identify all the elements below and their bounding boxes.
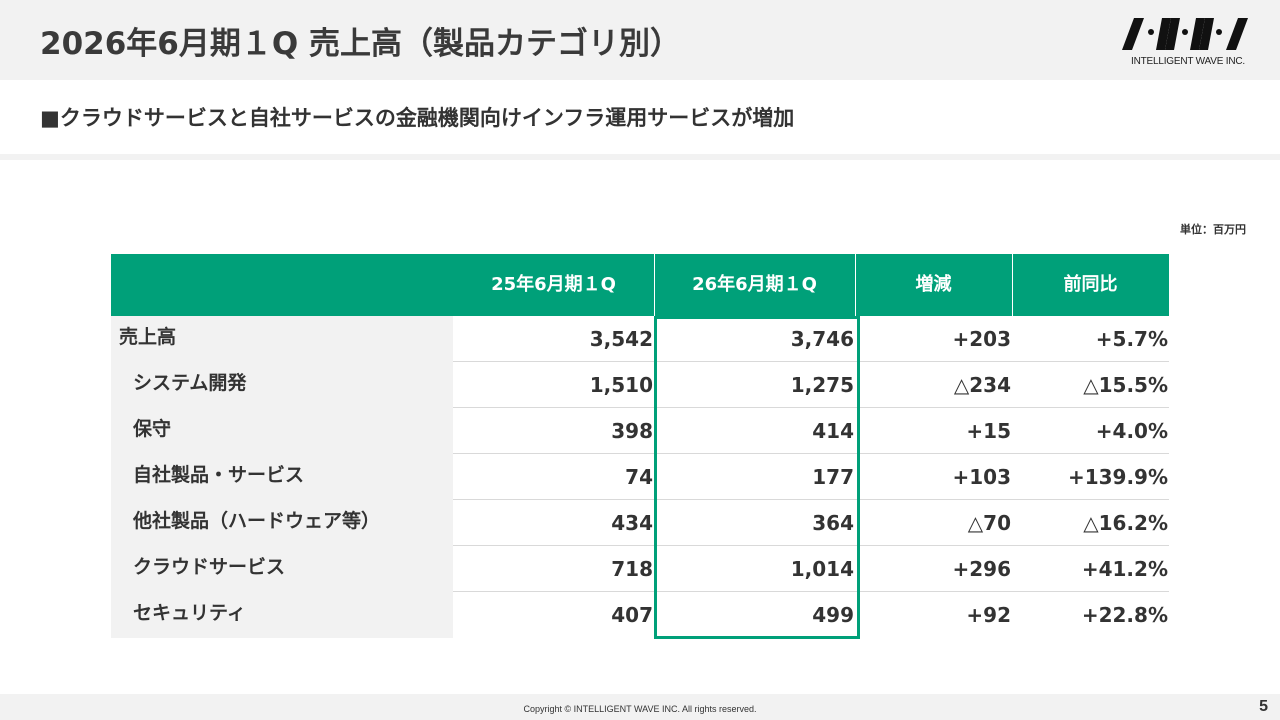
value-ratio: +4.0% (1095, 419, 1168, 443)
table-row: 他社製品（ハードウェア等） 434 364 △70 △16.2% (111, 500, 1169, 546)
page-title: 2026年6月期１Q 売上高（製品カテゴリ別） (40, 26, 681, 62)
value-curr: 3,746 (790, 327, 854, 351)
iwi-logo-icon (1122, 18, 1248, 50)
value-diff: +296 (952, 557, 1011, 581)
row-label: 他社製品（ハードウェア等） (133, 510, 381, 532)
column-header-prev: 25年6月期１Q (491, 274, 616, 295)
table-row: 保守 398 414 +15 +4.0% (111, 408, 1169, 454)
row-label-cell (111, 592, 453, 638)
value-diff: △70 (967, 511, 1011, 535)
value-curr: 1,014 (790, 557, 854, 581)
subtitle: ■クラウドサービスと自社サービスの金融機関向けインフラ運用サービスが増加 (40, 106, 795, 130)
value-diff: +92 (966, 603, 1011, 627)
value-prev: 407 (611, 603, 653, 627)
value-ratio: +41.2% (1081, 557, 1168, 581)
table-row: システム開発 1,510 1,275 △234 △15.5% (111, 362, 1169, 408)
value-prev: 74 (625, 465, 653, 489)
header-divider (654, 254, 655, 316)
value-ratio: △16.2% (1083, 511, 1168, 535)
row-label-cell (111, 408, 453, 454)
value-prev: 3,542 (589, 327, 653, 351)
value-diff: +103 (952, 465, 1011, 489)
table-header (111, 254, 1169, 316)
footer-band (0, 694, 1280, 720)
value-ratio: +5.7% (1095, 327, 1168, 351)
header-band (0, 0, 1280, 80)
page-number: 5 (1259, 698, 1268, 715)
unit-label: 単位：百万円 (1180, 223, 1246, 236)
value-prev: 398 (611, 419, 653, 443)
table-row: セキュリティ 407 499 +92 +22.8% (111, 592, 1169, 638)
current-period-highlight (654, 316, 860, 639)
column-header-diff: 増減 (915, 274, 952, 295)
value-diff: +15 (966, 419, 1011, 443)
value-curr: 499 (812, 603, 854, 627)
value-prev: 718 (611, 557, 653, 581)
value-curr: 177 (812, 465, 854, 489)
value-curr: 1,275 (790, 373, 854, 397)
table-row: 売上高 3,542 3,746 +203 +5.7% (111, 316, 1169, 362)
row-label: セキュリティ (133, 602, 246, 624)
value-prev: 1,510 (589, 373, 653, 397)
copyright-text: Copyright © INTELLIGENT WAVE INC. All ri… (523, 704, 757, 714)
value-diff: △234 (953, 373, 1011, 397)
logo-wordmark: INTELLIGENT WAVE INC. (1131, 56, 1245, 67)
row-label-cell (111, 454, 453, 500)
row-label-cell (111, 362, 453, 408)
row-label: システム開発 (133, 372, 247, 394)
column-header-curr: 26年6月期１Q (692, 274, 817, 295)
company-logo: INTELLIGENT WAVE INC. (1118, 12, 1258, 72)
value-curr: 364 (812, 511, 854, 535)
value-curr: 414 (812, 419, 854, 443)
row-label: 自社製品・サービス (133, 464, 305, 486)
column-header-ratio: 前同比 (1063, 274, 1118, 295)
value-prev: 434 (611, 511, 653, 535)
value-ratio: +139.9% (1067, 465, 1168, 489)
value-diff: +203 (952, 327, 1011, 351)
value-ratio: △15.5% (1083, 373, 1168, 397)
row-label-cell (111, 316, 453, 362)
row-label-cell (111, 500, 453, 546)
table-row: 自社製品・サービス 74 177 +103 +139.9% (111, 454, 1169, 500)
row-label: 売上高 (119, 326, 177, 348)
row-label: 保守 (133, 418, 172, 440)
value-ratio: +22.8% (1081, 603, 1168, 627)
header-divider (855, 254, 856, 316)
row-label: クラウドサービス (133, 556, 286, 578)
subtitle-divider (0, 154, 1280, 160)
table-row: クラウドサービス 718 1,014 +296 +41.2% (111, 546, 1169, 592)
row-label-cell (111, 546, 453, 592)
header-divider (1012, 254, 1013, 316)
